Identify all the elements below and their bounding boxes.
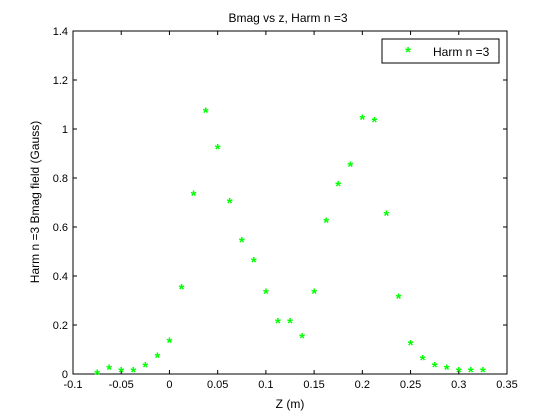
x-axis-label: Z (m) xyxy=(276,397,305,411)
y-tick-label: 1.4 xyxy=(53,26,68,38)
data-point: * xyxy=(323,215,329,232)
y-axis: 0 0.2 0.4 0.6 0.8 1 1.2 1.4 xyxy=(53,26,507,381)
y-tick-label: 1.2 xyxy=(53,75,68,87)
data-point: * xyxy=(347,158,353,175)
y-tick-label: 0.8 xyxy=(53,173,68,185)
data-point: * xyxy=(456,364,462,381)
data-point: * xyxy=(384,207,390,224)
data-point: * xyxy=(251,254,257,271)
legend-box xyxy=(381,38,500,64)
x-tick-label: 0.35 xyxy=(496,379,517,391)
data-point: * xyxy=(468,364,474,381)
data-point: * xyxy=(154,349,160,366)
data-point: * xyxy=(179,281,185,298)
data-point: * xyxy=(335,178,341,195)
y-tick-label: 1 xyxy=(62,124,68,136)
data-point: * xyxy=(142,359,148,376)
data-point: * xyxy=(432,359,438,376)
data-points: * * * * * * * * * * * * * * * * * * * * * * * * * * * * * * * * * xyxy=(94,104,486,383)
y-tick-label: 0.4 xyxy=(53,271,68,283)
data-point: * xyxy=(371,114,377,131)
x-tick-label: 0.25 xyxy=(400,379,421,391)
data-point: * xyxy=(287,315,293,332)
data-point: * xyxy=(263,286,269,303)
data-point: * xyxy=(396,291,402,308)
y-tick-label: 0.2 xyxy=(53,320,68,332)
chart-title: Bmag vs z, Harm n =3 xyxy=(228,11,347,25)
y-axis-label: Harm n =3 Bmag field (Gauss) xyxy=(28,121,42,283)
legend-marker: * xyxy=(405,44,411,61)
data-point: * xyxy=(420,352,426,369)
data-point: * xyxy=(480,364,486,381)
y-tick-label: 0.6 xyxy=(53,222,68,234)
plot-area xyxy=(72,30,508,375)
x-tick-label: -0.1 xyxy=(64,379,83,391)
data-point: * xyxy=(299,330,305,347)
legend-entry: Harm n =3 xyxy=(433,45,490,59)
data-point: * xyxy=(227,195,233,212)
x-tick-label: 0.2 xyxy=(355,379,370,391)
data-point: * xyxy=(130,364,136,381)
data-point: * xyxy=(239,234,245,251)
legend: * Harm n =3 xyxy=(381,38,500,64)
data-point: * xyxy=(311,286,317,303)
data-point: * xyxy=(106,362,112,379)
data-point: * xyxy=(191,188,197,205)
x-tick-label: -0.05 xyxy=(109,379,134,391)
data-point: * xyxy=(444,362,450,379)
data-point: * xyxy=(408,337,414,354)
y-tick-label: 0 xyxy=(62,369,68,381)
x-tick-label: 0 xyxy=(166,379,172,391)
data-point: * xyxy=(203,104,209,121)
data-point: * xyxy=(118,364,124,381)
data-point: * xyxy=(167,335,173,352)
data-point: * xyxy=(275,315,281,332)
data-point: * xyxy=(94,367,100,384)
x-tick-label: 0.05 xyxy=(207,379,228,391)
x-tick-label: 0.3 xyxy=(451,379,466,391)
data-point: * xyxy=(215,141,221,158)
x-tick-label: 0.15 xyxy=(303,379,324,391)
data-point: * xyxy=(359,112,365,129)
x-axis: -0.1 -0.05 0 0.05 0.1 0.15 0.2 0.25 0.3 0.35 xyxy=(64,31,518,391)
x-tick-label: 0.1 xyxy=(258,379,273,391)
